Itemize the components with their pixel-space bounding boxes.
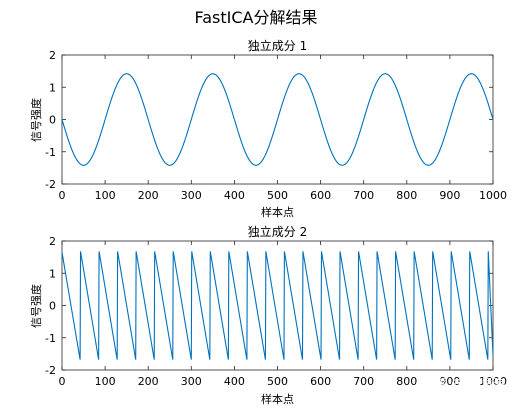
plot-component-2: 独立成分 2 0 100 200 300 400 500 600 700 800 900 1000 … — [29, 224, 507, 406]
x-tick-label: 400 — [224, 375, 245, 388]
series-line — [61, 251, 494, 360]
y-ticks: -2 -1 0 1 2 — [45, 49, 493, 191]
x-tick-label: 500 — [267, 375, 288, 388]
y-tick-label: 0 — [49, 114, 56, 127]
x-tick-label: 900 — [439, 189, 460, 202]
x-ticks: 0 100 200 300 400 500 600 700 800 900 1000 — [59, 55, 507, 202]
y-axis-label: 信号强度 — [29, 98, 43, 142]
series-line — [61, 73, 494, 166]
y-tick-label: -2 — [45, 178, 56, 191]
y-tick-label: -1 — [45, 332, 56, 345]
figure-title: FastICA分解结果 — [195, 8, 318, 27]
x-tick-label: 100 — [95, 375, 116, 388]
x-tick-label: 300 — [181, 375, 202, 388]
x-tick-label: 800 — [396, 375, 417, 388]
x-axis-label: 样本点 — [261, 205, 294, 219]
x-ticks: 0 100 200 300 400 500 600 700 800 900 1000 — [59, 241, 507, 388]
x-axis-label: 样本点 — [261, 392, 294, 406]
y-tick-label: 0 — [49, 300, 56, 313]
plot-title: 独立成分 2 — [248, 224, 307, 239]
y-tick-label: -1 — [45, 146, 56, 159]
plot-component-1: 独立成分 1 0 100 200 300 400 500 600 700 800 900 1000 … — [29, 38, 507, 219]
x-tick-label: 200 — [138, 189, 159, 202]
x-tick-label: 400 — [224, 189, 245, 202]
x-tick-label: 600 — [310, 375, 331, 388]
y-tick-label: 1 — [49, 81, 56, 94]
x-tick-label: 0 — [59, 375, 66, 388]
x-tick-label: 800 — [396, 189, 417, 202]
x-tick-label: 1000 — [479, 375, 507, 388]
x-tick-label: 0 — [59, 189, 66, 202]
x-tick-label: 500 — [267, 189, 288, 202]
y-tick-label: 2 — [49, 49, 56, 62]
x-tick-label: 1000 — [479, 189, 507, 202]
y-tick-label: 1 — [49, 267, 56, 280]
x-tick-label: 300 — [181, 189, 202, 202]
x-tick-label: 900 — [439, 375, 460, 388]
x-tick-label: 700 — [353, 375, 374, 388]
y-ticks: -2 -1 0 1 2 — [45, 235, 493, 377]
x-tick-label: 200 — [138, 375, 159, 388]
y-tick-label: 2 — [49, 235, 56, 248]
x-tick-label: 600 — [310, 189, 331, 202]
watermark-text: 知乎 @Mr.看海 — [423, 376, 505, 391]
y-tick-label: -2 — [45, 364, 56, 377]
plot-title: 独立成分 1 — [248, 38, 307, 53]
x-tick-label: 100 — [95, 189, 116, 202]
y-axis-label: 信号强度 — [29, 284, 43, 328]
x-tick-label: 700 — [353, 189, 374, 202]
